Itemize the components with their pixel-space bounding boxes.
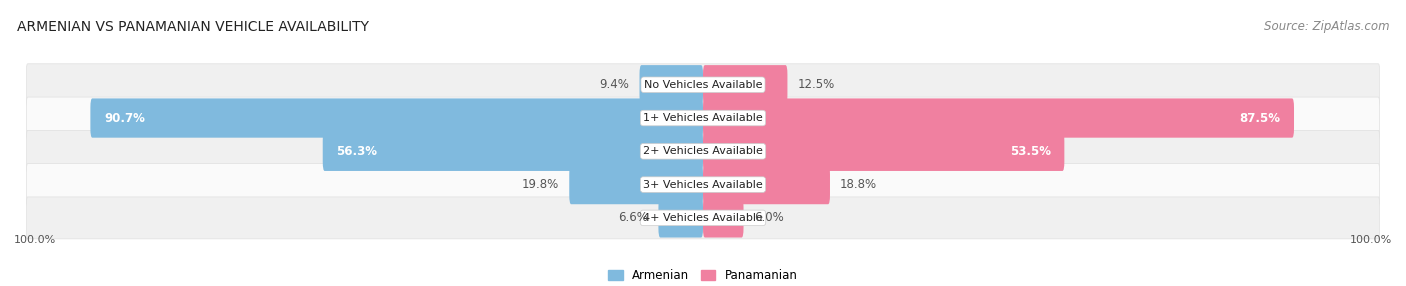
FancyBboxPatch shape: [27, 164, 1379, 206]
FancyBboxPatch shape: [27, 197, 1379, 239]
FancyBboxPatch shape: [658, 198, 703, 237]
FancyBboxPatch shape: [703, 198, 744, 237]
Text: 100.0%: 100.0%: [14, 235, 56, 245]
Text: 90.7%: 90.7%: [104, 112, 145, 124]
Text: 18.8%: 18.8%: [841, 178, 877, 191]
FancyBboxPatch shape: [703, 98, 1294, 138]
FancyBboxPatch shape: [323, 132, 703, 171]
FancyBboxPatch shape: [703, 165, 830, 204]
Text: 53.5%: 53.5%: [1010, 145, 1050, 158]
Text: ARMENIAN VS PANAMANIAN VEHICLE AVAILABILITY: ARMENIAN VS PANAMANIAN VEHICLE AVAILABIL…: [17, 20, 368, 34]
Text: 100.0%: 100.0%: [1350, 235, 1392, 245]
FancyBboxPatch shape: [90, 98, 703, 138]
FancyBboxPatch shape: [27, 64, 1379, 106]
Legend: Armenian, Panamanian: Armenian, Panamanian: [603, 265, 803, 286]
FancyBboxPatch shape: [703, 132, 1064, 171]
Text: 6.6%: 6.6%: [619, 211, 648, 225]
Text: 56.3%: 56.3%: [336, 145, 377, 158]
FancyBboxPatch shape: [27, 97, 1379, 139]
Text: 19.8%: 19.8%: [522, 178, 560, 191]
Text: 9.4%: 9.4%: [599, 78, 630, 91]
Text: 1+ Vehicles Available: 1+ Vehicles Available: [643, 113, 763, 123]
Text: Source: ZipAtlas.com: Source: ZipAtlas.com: [1264, 20, 1389, 33]
Text: 4+ Vehicles Available: 4+ Vehicles Available: [643, 213, 763, 223]
Text: 2+ Vehicles Available: 2+ Vehicles Available: [643, 146, 763, 156]
FancyBboxPatch shape: [703, 65, 787, 104]
Text: 12.5%: 12.5%: [797, 78, 835, 91]
FancyBboxPatch shape: [569, 165, 703, 204]
Text: 3+ Vehicles Available: 3+ Vehicles Available: [643, 180, 763, 190]
Text: No Vehicles Available: No Vehicles Available: [644, 80, 762, 90]
Text: 87.5%: 87.5%: [1240, 112, 1281, 124]
FancyBboxPatch shape: [27, 130, 1379, 172]
Text: 6.0%: 6.0%: [754, 211, 783, 225]
FancyBboxPatch shape: [640, 65, 703, 104]
